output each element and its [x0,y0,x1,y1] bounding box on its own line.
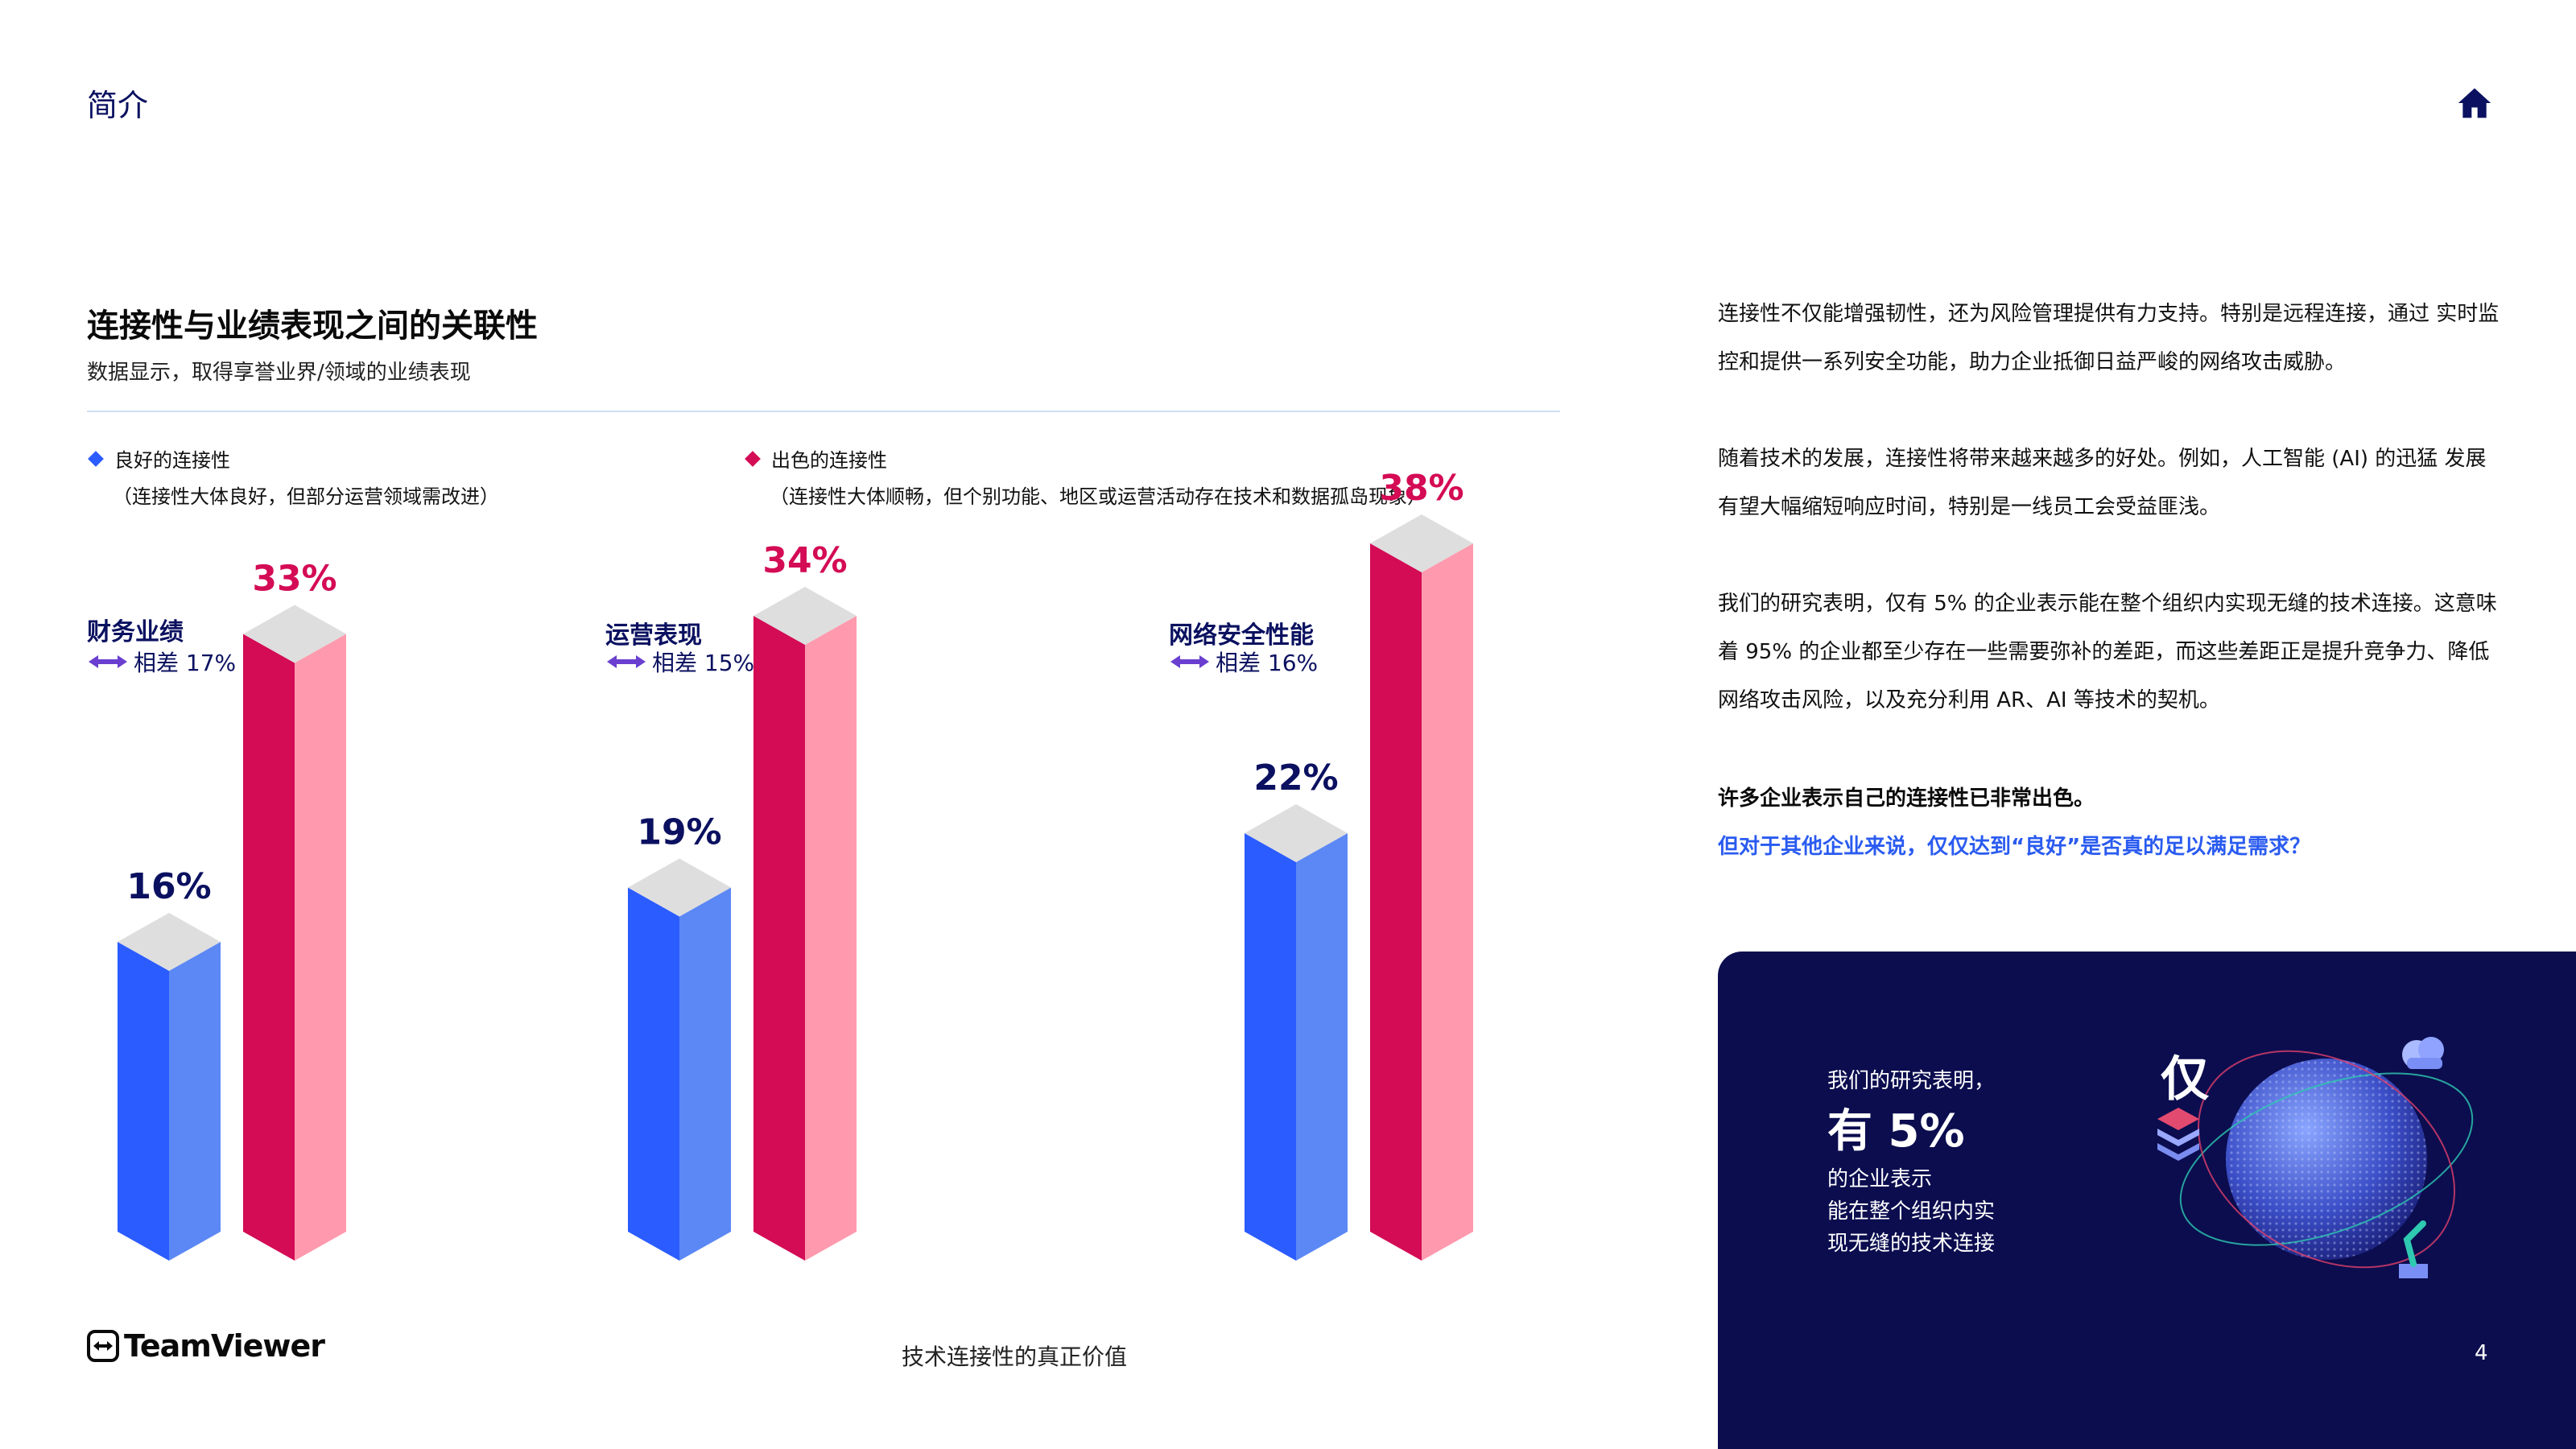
bar-top-face [753,587,857,645]
double-arrow-icon [1170,655,1209,668]
paragraph-highlight: 许多企业表示自己的连接性已非常出色。 [1718,786,2095,811]
bar-value-label: 34% [762,540,847,581]
bar-value-label: 16% [126,866,211,907]
group-title-operations: 运营表现 [605,621,702,650]
brand-name: TeamViewer [124,1328,325,1364]
paragraph-ai: 随着技术的发展，连接性将带来越来越多的好处。例如，人工智能 (AI) 的迅猛 发… [1718,447,2487,519]
globe-illustration [2157,1037,2474,1278]
bar-top-face [628,858,731,917]
teamviewer-logo: TeamViewer [87,1328,325,1364]
panel-intro: 我们的研究表明， [1827,1069,1996,1093]
legend-item-excellent: 出色的连接性 （连接性大体顺畅，但个别功能、地区或运营活动存在技术和数据孤岛现象… [744,444,1426,509]
panel-stat: 有 5% [1827,1105,1965,1158]
page-number: 4 [2475,1341,2488,1365]
double-arrow-icon [89,655,127,668]
bar-value-label: 19% [637,812,721,853]
group-title-security: 网络安全性能 [1169,621,1314,650]
bar-0-0: 16% [118,866,221,1261]
bar-1-1: 34% [753,540,857,1261]
double-arrow-icon [607,655,646,668]
bar-side-face [295,634,346,1261]
paragraph-research: 我们的研究表明，仅有 5% 的企业表示能在整个组织内实现无缝的技术连接。这意味着… [1718,592,2497,712]
bar-front-face [753,616,805,1261]
home-icon[interactable] [2457,85,2492,121]
legend-note: （连接性大体顺畅，但个别功能、地区或运营活动存在技术和数据孤岛现象） [770,485,1426,508]
bar-1-2: 38% [1370,468,1473,1261]
bar-0-1: 19% [628,812,731,1261]
teamviewer-logo-icon [87,1330,119,1362]
bar-front-face [1370,543,1422,1261]
bar-top-face [118,913,221,971]
chart-title: 连接性与业绩表现之间的关联性 [87,308,538,345]
group-gap-security: 相差 16% [1169,646,1318,678]
divider [87,411,1560,412]
bar-1-0: 33% [243,559,346,1261]
group-gap-finance: 相差 17% [87,646,236,678]
panel-line: 能在整个组织内实 [1827,1199,1996,1224]
panel-line: 的企业表示 [1827,1167,1933,1191]
group-title-finance: 财务业绩 [87,618,184,646]
section-label: 简介 [87,88,149,123]
bar-chart: 16% 19% 22% 33% 34% 38% [118,468,1473,1261]
legend-label: 出色的连接性 [771,449,887,472]
bar-top-face [243,605,346,663]
paragraph-resilience: 连接性不仅能增强韧性，还为风险管理提供有力支持。特别是远程连接，通过 实时监控和… [1718,302,2500,374]
legend-item-good: 良好的连接性 （连接性大体良好，但部分运营领域需改进） [87,444,499,509]
bar-side-face [169,942,221,1261]
bar-0-2: 22% [1245,758,1348,1261]
bar-front-face [628,887,679,1261]
legend-label: 良好的连接性 [114,449,230,472]
bar-side-face [1296,833,1348,1261]
panel-line: 现无缝的技术连接 [1827,1232,1996,1256]
bar-top-face [1245,804,1348,862]
bar-front-face [243,634,295,1261]
bar-side-face [805,616,857,1261]
group-gap-operations: 相差 15% [605,646,754,678]
chart-subtitle: 数据显示，取得享誉业界/领域的业绩表现 [87,361,471,385]
bar-side-face [679,887,731,1261]
bar-side-face [1422,543,1473,1261]
bar-value-label: 33% [252,559,336,600]
paragraph-question: 但对于其他企业来说，仅仅达到“良好”是否真的足以满足需求？ [1718,835,2311,859]
bar-value-label: 38% [1379,468,1463,509]
stat-panel [1718,952,2576,1449]
bar-front-face [118,942,169,1261]
bar-top-face [1370,514,1473,572]
document-title: 技术连接性的真正价值 [902,1344,1128,1370]
bar-value-label: 22% [1253,758,1338,799]
panel-only-glyph: 仅 [2161,1051,2209,1108]
legend-note: （连接性大体良好，但部分运营领域需改进） [113,485,499,508]
bar-front-face [1245,833,1296,1261]
